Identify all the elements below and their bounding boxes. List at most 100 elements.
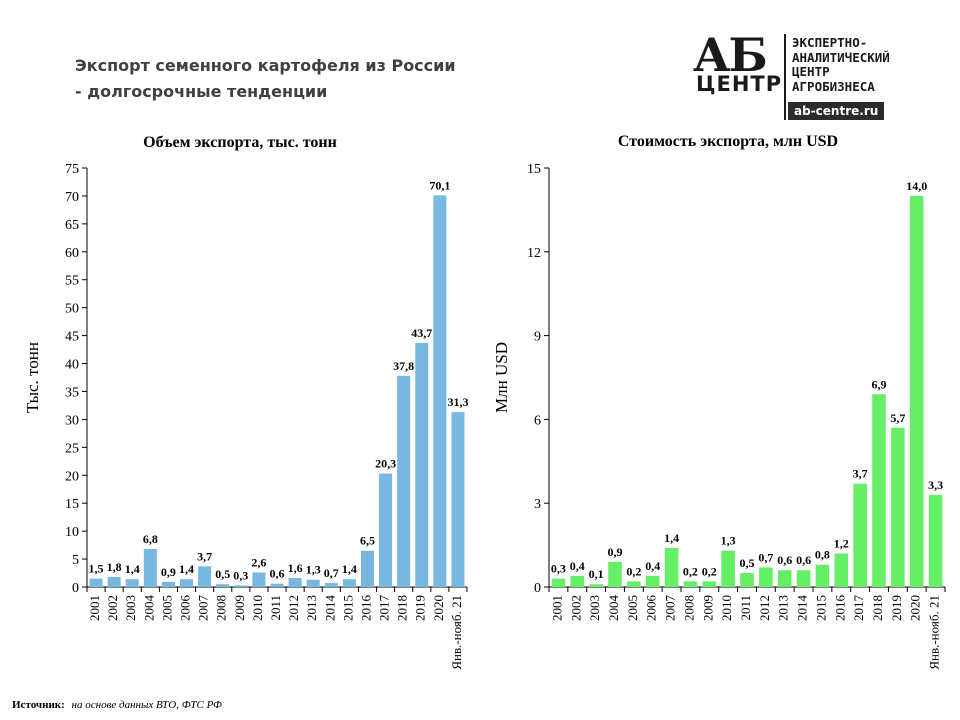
volume-y-tick-label: 75 [65,162,79,177]
value-category-label: 2016 [832,595,847,622]
volume-bar [161,581,175,587]
volume-bar [198,566,212,587]
value-category-label: 2006 [644,595,659,622]
volume-y-tick-label: 25 [65,441,79,456]
volume-category-label: 2016 [358,595,373,622]
volume-chart-title: Объем экспорта, тыс. тонн [143,134,337,151]
value-bar [608,561,622,587]
volume-y-tick-label: 55 [65,274,79,289]
volume-y-tick-label: 10 [65,525,79,540]
volume-bar [342,579,356,587]
volume-category-label: 2008 [214,595,229,621]
source-text: на основе данных ВТО, ФТС РФ [71,699,222,711]
value-data-label: 1,4 [664,531,679,545]
value-category-label: 2019 [889,595,904,621]
volume-bar [451,412,465,587]
value-bar [759,567,773,587]
value-category-label: Янв.-нояб. 21 [927,595,942,670]
volume-data-label: 20,3 [375,457,396,471]
volume-bar [125,579,139,587]
value-category-label: 2020 [908,595,923,621]
volume-y-tick-label: 20 [65,469,79,484]
volume-y-tick-label: 40 [65,358,79,373]
value-bar [740,573,754,587]
volume-category-label: 2019 [413,595,428,621]
volume-bar [107,576,121,587]
value-category-label: 2011 [738,595,753,621]
value-data-label: 6,9 [872,377,887,391]
value-data-label: 0,4 [570,559,585,573]
value-bar [551,578,566,587]
volume-category-label: 2014 [322,595,337,622]
value-chart: Стоимость экспорта, млн USD Млн USD 0 3 6 9 12… [492,133,946,670]
volume-data-label: 31,3 [447,395,468,409]
volume-data-label: 1,8 [107,560,122,574]
volume-category-label: 2010 [250,595,265,621]
logo-brand: АБ [693,28,768,82]
volume-data-label: 1,4 [342,562,357,576]
volume-data-label: 3,7 [197,549,212,563]
value-data-label: 1,2 [834,536,849,550]
value-bar [683,581,698,587]
volume-bar [270,583,284,587]
value-data-label: 0,5 [740,556,755,570]
volume-category-label: 2012 [286,595,301,621]
value-bar [909,195,924,587]
value-bar [721,550,735,587]
volume-y-tick-label: 50 [65,302,79,317]
volume-category-label: 2006 [178,595,193,622]
value-data-label: 0,9 [608,545,623,559]
volume-category-label: 2002 [105,595,120,621]
volume-data-label: 0,7 [324,566,339,580]
volume-category-label: 2009 [232,595,247,621]
value-data-label: 0,7 [758,550,773,564]
value-category-label: 2017 [851,595,866,622]
volume-data-label: 70,1 [429,178,450,192]
value-bar [872,394,886,587]
volume-y-tick-label: 45 [65,330,79,345]
logo-brand-sub: ЦЕНТР [696,72,783,96]
volume-bar [397,375,411,587]
value-y-tick-label: 0 [534,581,541,596]
logo-site: ab-centre.ru [788,102,885,120]
volume-y-tick-label: 0 [72,581,79,596]
value-category-label: 2007 [663,595,678,622]
value-data-label: 0,2 [683,564,698,578]
value-bar [702,581,717,587]
volume-data-label: 0,9 [161,565,176,579]
volume-bar [306,579,320,587]
value-category-label: 2010 [719,595,734,621]
page-title-line2: - долгосрочные тенденции [75,82,328,101]
volume-bar [415,342,429,587]
value-bar [664,547,679,587]
volume-category-label: Янв.-нояб. 21 [449,595,464,670]
value-data-label: 3,3 [928,478,943,492]
value-y-tick-label: 9 [534,330,541,345]
value-data-label: 5,7 [890,411,905,425]
volume-bar [234,585,248,587]
value-category-label: 2003 [587,595,602,621]
page-title-line1: Экспорт семенного картофеля из России [75,56,456,75]
volume-bar [288,578,302,587]
value-bar [891,427,905,587]
value-bar [815,564,830,587]
volume-y-tick-label: 65 [65,218,79,233]
volume-data-label: 6,5 [360,534,375,548]
value-data-label: 0,1 [589,567,604,581]
volume-bar [143,549,157,587]
volume-y-tick-label: 60 [65,246,79,261]
volume-bar [433,195,447,587]
volume-category-label: 2007 [196,595,211,622]
volume-bar [379,473,393,587]
volume-category-label: 2013 [304,595,319,621]
volume-bar [324,583,338,587]
volume-category-label: 2003 [123,595,138,621]
value-bar [853,483,867,587]
logo-text-line4: АГРОБИЗНЕСА [792,78,875,94]
logo-text-line2: АНАЛИТИЧЕСКИЙ [792,49,890,65]
value-bar [777,570,792,587]
value-bar [645,575,660,587]
value-category-label: 2008 [681,595,696,621]
volume-y-tick-label: 15 [65,497,79,512]
